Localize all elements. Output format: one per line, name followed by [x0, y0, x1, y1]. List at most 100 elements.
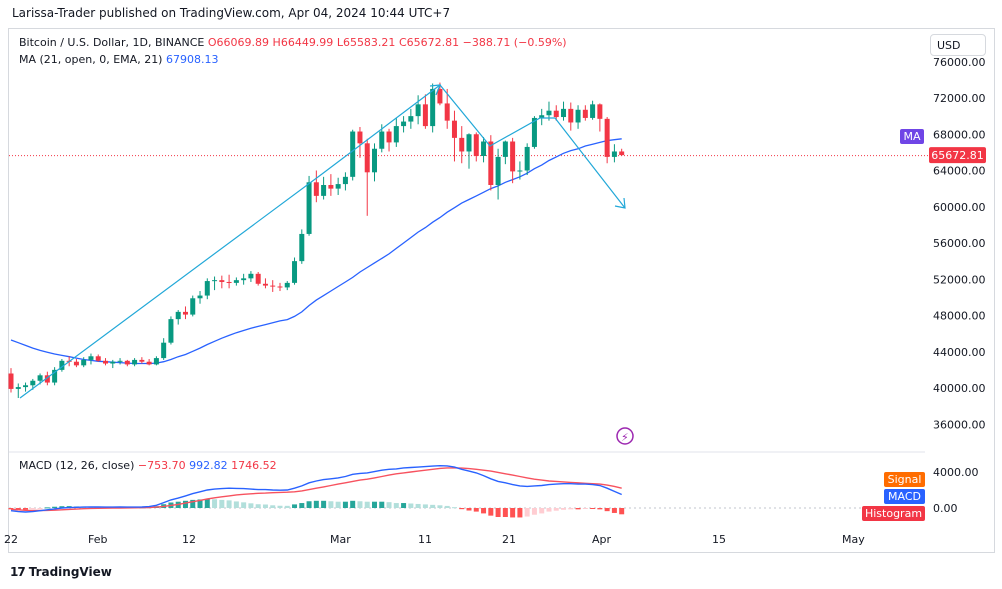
candle-body [197, 295, 203, 299]
macd-histogram-bar [313, 500, 319, 508]
candle-body [190, 298, 196, 315]
macd-histogram-bar [335, 501, 341, 508]
macd-histogram-bar [342, 501, 348, 508]
candle-body [110, 361, 116, 364]
macd-histogram-bar [495, 508, 501, 517]
macd-histogram-bar [437, 505, 443, 508]
price-tick-label: 44000.00 [933, 346, 986, 359]
candle-body [611, 151, 617, 157]
macd-histogram-bar [379, 501, 385, 508]
candle-body [393, 126, 399, 143]
price-tick-label: 64000.00 [933, 165, 986, 178]
candle-body [73, 361, 79, 366]
time-axis-label: Mar [330, 533, 351, 546]
candle-body [8, 373, 14, 389]
ma-label: MA (21, open, 0, EMA, 21) [19, 53, 163, 66]
candle-body [379, 131, 385, 149]
candle-body [575, 109, 581, 123]
macd-histogram-bar [415, 503, 421, 508]
macd-histogram-bar [393, 503, 399, 508]
candle-body [502, 141, 508, 157]
candle-body [619, 151, 625, 156]
open-value: O66069.89 [207, 36, 270, 49]
macd-histogram-bar [582, 508, 588, 509]
candle-body [561, 108, 567, 118]
macd-signal-value: 1746.52 [231, 459, 277, 472]
ma-value: 67908.13 [165, 53, 219, 66]
candle-body [430, 88, 436, 127]
candle-body [372, 148, 377, 173]
candle-body [132, 359, 138, 365]
macd-histogram-bar [212, 499, 218, 508]
currency-button[interactable]: USD [930, 34, 986, 56]
last-price-badge: 65672.81 [931, 149, 984, 162]
candle-body [277, 286, 283, 288]
macd-histogram-bar [611, 508, 617, 513]
candle-body [590, 104, 596, 118]
candle-body [175, 311, 181, 320]
macd-legend[interactable]: MACD (12, 26, close) −753.70 992.82 1746… [19, 459, 277, 472]
macd-line [10, 464, 622, 513]
candle-body [313, 182, 319, 196]
macd-histogram-bar [37, 508, 43, 509]
macd-histogram-bar [190, 499, 196, 508]
macd-histogram-bar [30, 508, 36, 510]
symbol-legend: Bitcoin / U.S. Dollar, 1D, BINANCE O6606… [19, 36, 567, 49]
macd-histogram-bar [372, 501, 377, 508]
candle-body [139, 359, 145, 362]
price-tick-label: 48000.00 [933, 310, 986, 323]
time-axis-label: Feb [88, 533, 107, 546]
macd-histogram-bar [8, 508, 14, 510]
candle-body [524, 146, 530, 171]
candle-body [466, 134, 472, 152]
histogram-badge: Histogram [865, 507, 922, 520]
time-axis-label: 11 [418, 533, 432, 546]
candle-body [597, 104, 603, 119]
time-axis-label: Apr [592, 533, 612, 546]
macd-histogram-bar [219, 499, 225, 508]
macd-histogram-bar [459, 508, 465, 510]
macd-histogram-bar [575, 508, 581, 510]
arrow-head-up-icon [429, 84, 441, 96]
tradingview-footer[interactable]: 17 TradingView [10, 565, 112, 579]
time-axis-label: May [842, 533, 865, 546]
macd-histogram-bar [401, 503, 407, 508]
macd-hist-value: −753.70 [137, 459, 186, 472]
macd-histogram-bar [44, 507, 50, 509]
price-tick-label: 72000.00 [933, 92, 986, 105]
tradingview-logo-icon: 17 [10, 565, 26, 579]
candle-body [342, 176, 348, 185]
candle-body [44, 375, 50, 383]
macd-label: MACD (12, 26, close) [19, 459, 135, 472]
ma-badge-bg [900, 129, 924, 144]
lightning-glyph-icon: ⚡ [621, 431, 629, 444]
candle-body [364, 143, 370, 173]
candle-body [582, 109, 588, 118]
histogram-badge-bg [862, 506, 925, 521]
candle-body [539, 115, 545, 118]
macd-histogram-bar [510, 508, 516, 518]
candle-body [212, 280, 218, 282]
candle-body [153, 358, 159, 365]
time-axis-label: 22 [4, 533, 18, 546]
candle-body [81, 359, 87, 366]
time-axis-label: 21 [502, 533, 516, 546]
macd-histogram-bar [502, 508, 508, 517]
candle-body [553, 110, 559, 118]
candle-body [262, 283, 268, 286]
macd-histogram-bar [590, 508, 596, 509]
ma-legend[interactable]: MA (21, open, 0, EMA, 21) 67908.13 [19, 53, 218, 66]
candle-body [335, 184, 341, 189]
candle-body [444, 103, 450, 121]
macd-histogram-bar [597, 508, 603, 510]
macd-histogram-bar [248, 503, 254, 508]
macd-histogram-bar [321, 500, 327, 508]
symbol-name[interactable]: Bitcoin / U.S. Dollar, 1D, BINANCE [19, 36, 205, 49]
macd-histogram-bar [306, 501, 312, 508]
candle-body [146, 361, 152, 365]
macd-histogram-bar [197, 499, 203, 508]
candle-body [357, 131, 363, 144]
candle-body [321, 185, 327, 196]
candle-body [95, 356, 101, 361]
